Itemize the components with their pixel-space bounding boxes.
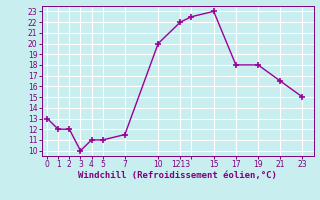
X-axis label: Windchill (Refroidissement éolien,°C): Windchill (Refroidissement éolien,°C) (78, 171, 277, 180)
